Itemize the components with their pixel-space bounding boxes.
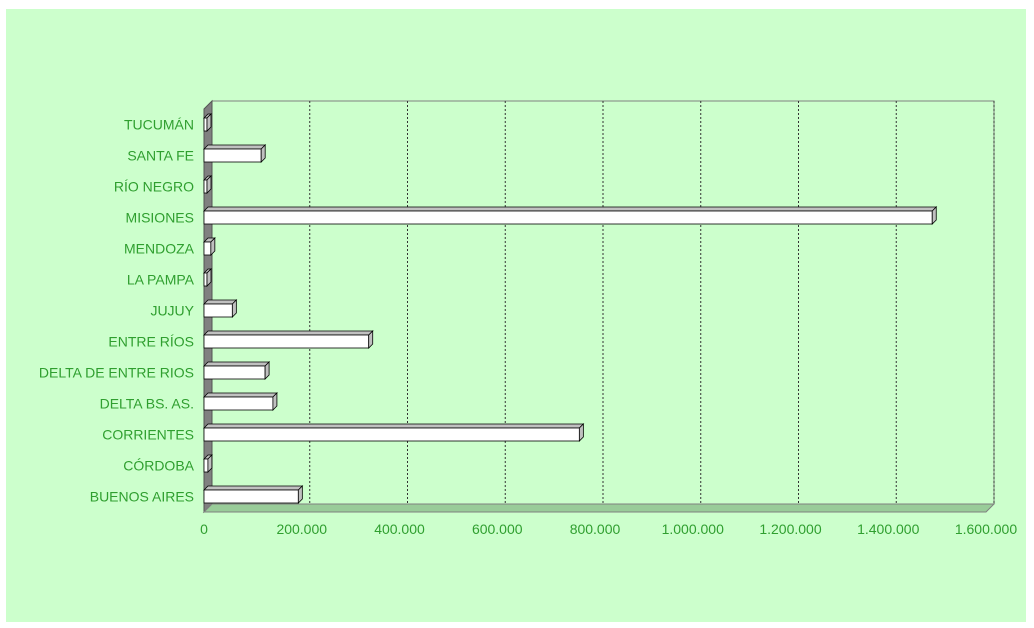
x-tick-label: 1.600.000 <box>955 521 1017 537</box>
x-tick-labels: 0 200.000 400.000 600.000 800.000 1.000.000 1.… <box>200 521 1017 537</box>
x-tick-label: 600.000 <box>472 521 523 537</box>
bar-front-face <box>203 241 212 256</box>
category-label: LA PAMPA <box>127 272 195 288</box>
bar-front-face <box>203 148 262 163</box>
bar <box>203 144 267 163</box>
chart-area: BUENOS AIRES CÓRDOBA CORRIENTES DELTA BS. A… <box>6 9 1026 622</box>
bar-end-face <box>231 299 237 318</box>
category-label: DELTA DE ENTRE RIOS <box>39 365 194 381</box>
bar-end-face <box>272 392 278 411</box>
bar-front-face <box>203 396 274 411</box>
bar-top-face <box>203 206 938 212</box>
bar-top-face <box>203 392 278 398</box>
bar-end-face <box>297 485 303 504</box>
bar-front-face <box>203 272 208 287</box>
category-label: ENTRE RÍOS <box>108 334 194 350</box>
bar-top-face <box>203 299 238 305</box>
bar-front-face <box>203 303 233 318</box>
bar-end-face <box>207 454 213 473</box>
bar <box>203 392 278 411</box>
bar-front-face <box>203 489 299 504</box>
category-label: BUENOS AIRES <box>90 489 194 505</box>
bar-chart: BUENOS AIRES CÓRDOBA CORRIENTES DELTA BS. A… <box>39 99 1017 537</box>
x-tick-label: 0 <box>200 521 208 537</box>
bar-top-face <box>203 144 267 150</box>
bar-front-face <box>203 365 266 380</box>
bar <box>203 113 212 132</box>
bar <box>203 299 238 318</box>
grid-lines <box>309 101 995 504</box>
bar <box>203 206 938 225</box>
category-label: TUCUMÁN <box>124 117 194 133</box>
bar-top-face <box>203 485 304 491</box>
bar-top-face <box>203 361 271 367</box>
category-label: MENDOZA <box>124 241 195 257</box>
bar-end-face <box>368 330 374 349</box>
bar-top-face <box>203 423 585 429</box>
bars-group <box>203 113 938 504</box>
bar-front-face <box>203 179 208 194</box>
bar-front-face <box>203 334 370 349</box>
category-labels: BUENOS AIRES CÓRDOBA CORRIENTES DELTA BS. A… <box>39 117 195 505</box>
bar-end-face <box>206 268 212 287</box>
plot-walls <box>202 99 996 514</box>
floor <box>202 503 996 513</box>
x-tick-label: 1.200.000 <box>759 521 821 537</box>
bar-end-face <box>931 206 937 225</box>
bar-front-face <box>203 458 209 473</box>
category-label: CÓRDOBA <box>123 458 194 474</box>
bar <box>203 237 216 256</box>
x-tick-label: 1.400.000 <box>857 521 919 537</box>
bar <box>203 361 271 380</box>
bar-end-face <box>578 423 584 442</box>
bar-front-face <box>203 210 933 225</box>
bar <box>203 330 374 349</box>
bar-end-face <box>260 144 266 163</box>
category-label: JUJUY <box>150 303 194 319</box>
bar <box>203 175 212 194</box>
x-tick-label: 800.000 <box>570 521 621 537</box>
x-tick-label: 1.000.000 <box>662 521 724 537</box>
bar-front-face <box>203 117 208 132</box>
bar <box>203 454 213 473</box>
category-label: CORRIENTES <box>102 427 194 443</box>
bar-end-face <box>210 237 216 256</box>
category-label: RÍO NEGRO <box>114 179 194 195</box>
x-tick-label: 200.000 <box>276 521 327 537</box>
bar-end-face <box>206 113 212 132</box>
x-tick-label: 400.000 <box>374 521 425 537</box>
category-label: SANTA FE <box>127 148 194 164</box>
category-label: MISIONES <box>126 210 194 226</box>
bar <box>203 485 304 504</box>
bar-end-face <box>206 175 212 194</box>
bar <box>203 423 585 442</box>
bar-end-face <box>264 361 270 380</box>
category-label: DELTA BS. AS. <box>100 396 194 412</box>
bar <box>203 268 212 287</box>
bar-top-face <box>203 330 374 336</box>
bar-front-face <box>203 427 580 442</box>
